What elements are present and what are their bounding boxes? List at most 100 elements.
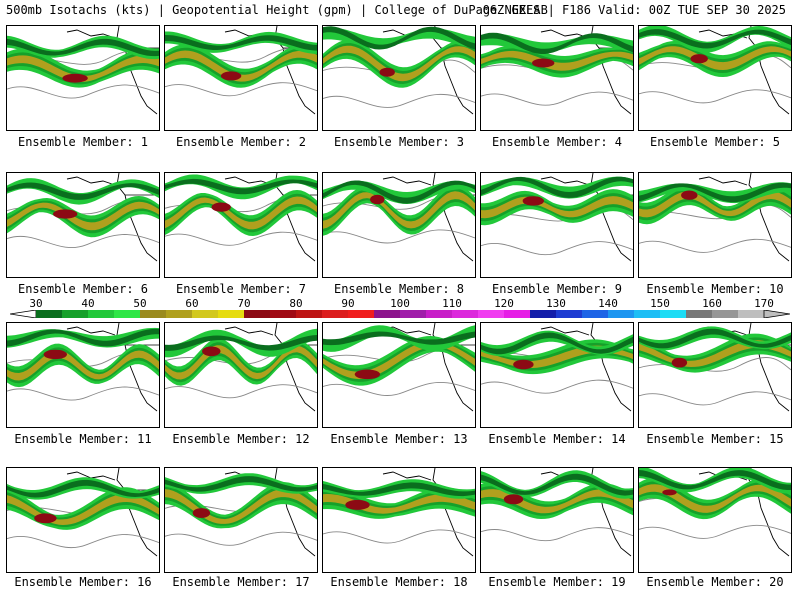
ensemble-member-caption: Ensemble Member: 2	[175, 135, 307, 149]
height-contour	[481, 527, 633, 542]
height-contour	[7, 84, 159, 99]
height-contour	[7, 386, 159, 401]
isotach-northern-core	[165, 476, 317, 492]
isotach-northern-core	[165, 335, 317, 351]
isotach-60kt	[639, 46, 791, 70]
height-contour	[639, 524, 791, 539]
isotach-northern-core	[323, 26, 475, 50]
jet-stream-map	[639, 468, 791, 557]
coastline	[274, 323, 316, 412]
colorbar-swatch	[348, 310, 375, 318]
jet-max	[43, 349, 67, 360]
height-contour	[165, 231, 317, 246]
alaska-coastline	[540, 29, 590, 39]
jet-max	[345, 499, 370, 510]
colorbar-swatch	[712, 310, 739, 318]
colorbar-right-arrow	[763, 310, 790, 318]
jet-max	[62, 73, 88, 83]
jet-stream-map	[165, 173, 317, 262]
ensemble-member-caption: Ensemble Member: 9	[491, 282, 623, 296]
colorbar-label: 140	[598, 297, 618, 310]
ensemble-panel-1	[6, 25, 160, 131]
isotach-60kt	[481, 489, 633, 514]
ensemble-member-caption: Ensemble Member: 14	[488, 432, 626, 446]
colorbar-label: 30	[29, 297, 43, 310]
jet-stream-map	[639, 173, 791, 262]
coastline	[748, 173, 790, 262]
ensemble-member-caption: Ensemble Member: 7	[175, 282, 307, 296]
colorbar-label: 90	[341, 297, 355, 310]
jet-stream-map	[7, 323, 159, 412]
jet-max	[379, 67, 395, 77]
ensemble-member-caption: Ensemble Member: 16	[14, 575, 152, 589]
colorbar-swatch	[166, 310, 193, 318]
ensemble-panel-12	[164, 322, 318, 428]
colorbar-swatch	[504, 310, 531, 318]
height-contour	[481, 241, 633, 256]
colorbar-left-arrow	[10, 310, 37, 318]
colorbar-swatch	[660, 310, 687, 318]
jet-max	[202, 346, 221, 357]
isotach-northern-core	[7, 38, 159, 57]
colorbar-swatch	[114, 310, 141, 318]
isotach-northern-core	[7, 479, 159, 498]
isotach-60kt	[639, 484, 791, 513]
ensemble-member-caption: Ensemble Member: 18	[330, 575, 468, 589]
ensemble-member-caption: Ensemble Member: 20	[646, 575, 784, 589]
isotach-50kt	[165, 193, 317, 233]
height-contour	[323, 93, 475, 108]
jet-max	[192, 508, 211, 518]
ensemble-member-caption: Ensemble Member: 1	[17, 135, 149, 149]
ensemble-panel-2	[164, 25, 318, 131]
ensemble-member-caption: Ensemble Member: 15	[646, 432, 784, 446]
colorbar-labels: 30 40 50 60 70 80 90 100 110 120 130 140 150 160 170	[0, 297, 800, 310]
jet-max	[690, 54, 708, 64]
alaska-coastline	[224, 176, 274, 186]
coastline	[432, 468, 474, 557]
coastline	[748, 26, 790, 115]
isotach-60kt	[165, 345, 317, 380]
coastline	[432, 26, 474, 115]
jet-max	[671, 357, 688, 368]
jet-max	[532, 58, 555, 68]
height-contour	[481, 379, 633, 394]
height-contour	[639, 89, 791, 104]
jet-max	[522, 196, 544, 206]
colorbar-swatch	[582, 310, 609, 318]
isotach-northern-core	[481, 176, 633, 198]
height-contour	[165, 384, 317, 399]
ensemble-member-caption: Ensemble Member: 17	[172, 575, 310, 589]
colorbar-swatch	[88, 310, 115, 318]
isotach-northern-core	[165, 35, 317, 51]
ensemble-panel-7	[164, 172, 318, 278]
isotach-40kt	[7, 48, 159, 88]
isotach-60kt	[7, 55, 159, 82]
ensemble-member-caption: Ensemble Member: 19	[488, 575, 626, 589]
colorbar-label: 70	[237, 297, 251, 310]
isotach-northern-core	[7, 182, 159, 200]
isotach-northern-core	[323, 180, 475, 204]
ensemble-member-caption: Ensemble Member: 13	[330, 432, 468, 446]
jet-stream-map	[323, 323, 475, 412]
ensemble-panel-17	[164, 467, 318, 573]
colorbar-label: 100	[390, 297, 410, 310]
colorbar-label: 150	[650, 297, 670, 310]
height-contour	[7, 234, 159, 249]
jet-max	[503, 494, 524, 505]
height-contour	[323, 529, 475, 544]
isotach-northern-branch	[481, 176, 633, 199]
colorbar-swatch	[478, 310, 505, 318]
alaska-coastline	[382, 471, 432, 481]
isotach-northern-core	[481, 332, 633, 355]
isotach-60kt	[323, 45, 475, 82]
alaska-coastline	[382, 176, 432, 186]
colorbar-swatch	[634, 310, 661, 318]
ensemble-member-caption: Ensemble Member: 11	[14, 432, 152, 446]
jet-max	[220, 71, 242, 81]
alaska-coastline	[224, 326, 274, 336]
ensemble-panel-14	[480, 322, 634, 428]
alaska-coastline	[66, 326, 116, 336]
coastline	[116, 468, 158, 557]
colorbar-swatch	[218, 310, 245, 318]
height-contour	[639, 391, 791, 406]
